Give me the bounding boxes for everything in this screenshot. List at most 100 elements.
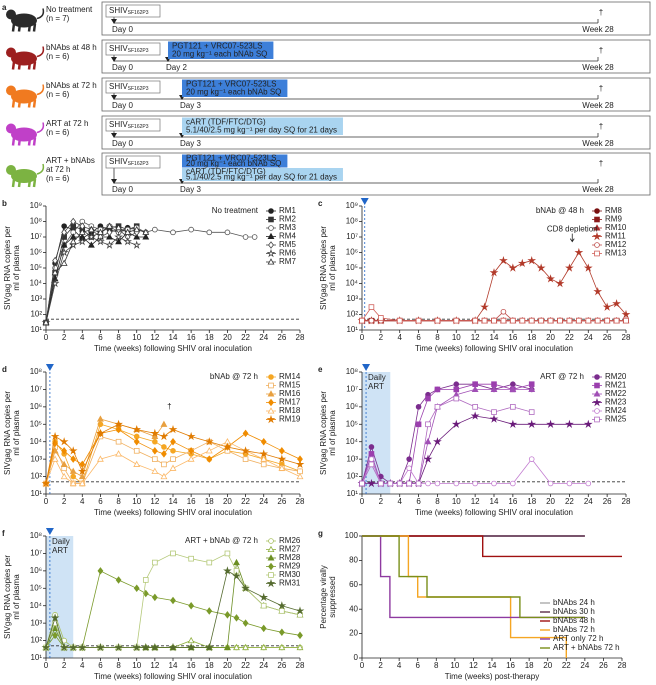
day-label: Day 3 (180, 101, 201, 110)
data-point (499, 256, 508, 265)
data-point (423, 454, 433, 463)
data-point (186, 642, 196, 652)
x-tick-label: 24 (580, 661, 589, 670)
virus-subscript: SF162P3 (128, 48, 149, 54)
data-point (368, 461, 375, 468)
legend-label: bNAbs 24 h (553, 598, 595, 607)
x-tick-label: 14 (169, 661, 178, 670)
data-point (425, 395, 431, 402)
y-tick-label: 10⁹ (30, 201, 42, 210)
data-point (259, 449, 269, 458)
virus-name: SHIV (109, 120, 128, 129)
y-tick-label: 10² (30, 472, 42, 481)
data-point (133, 448, 140, 454)
data-point (242, 429, 249, 438)
data-point (41, 642, 51, 652)
data-point (70, 473, 77, 480)
data-point (69, 237, 77, 245)
data-point (585, 317, 592, 324)
data-point (242, 643, 250, 651)
data-point (206, 229, 213, 236)
legend-marker (266, 414, 276, 424)
panel-label: b (2, 199, 7, 208)
monkey-leg (17, 61, 22, 70)
monkey-leg (17, 137, 22, 146)
monkey-leg (27, 23, 32, 32)
series-line (45, 570, 301, 648)
x-tick-label: 2 (62, 497, 67, 506)
data-point (60, 460, 68, 467)
x-tick-label: 26 (599, 661, 608, 670)
week-label: Week 28 (582, 139, 614, 148)
day-label: Day 0 (112, 139, 133, 148)
y-tick-label: 10⁶ (346, 248, 358, 257)
data-point (359, 480, 365, 487)
data-point (115, 425, 122, 434)
y-tick-label: 10¹ (30, 325, 42, 334)
dagger: † (599, 122, 603, 131)
virus-label: SHIVSF162P3 (109, 120, 149, 130)
data-point (242, 234, 249, 240)
day-label: Day 2 (166, 63, 187, 72)
shade-label: Daily (368, 373, 386, 382)
data-point (87, 225, 95, 233)
data-point (59, 642, 69, 652)
virus-name: SHIV (109, 6, 128, 15)
data-point (510, 480, 516, 487)
x-tick-label: 8 (116, 333, 121, 342)
y-tick-label: 10⁵ (346, 419, 358, 428)
data-point (142, 228, 150, 235)
legend-label: RM29 (279, 562, 301, 571)
monkey-leg (11, 99, 16, 108)
data-point (133, 460, 141, 467)
data-point (186, 431, 196, 441)
data-point (278, 464, 286, 471)
y-tick-label: 10⁸ (346, 367, 358, 376)
day-label: Day 0 (112, 101, 133, 110)
x-tick-label: 12 (150, 497, 159, 506)
data-point (233, 643, 240, 651)
treatment-marker (360, 198, 369, 205)
legend-label: RM10 (605, 223, 627, 232)
y-axis-title: SIVgag RNA copies per (319, 391, 328, 475)
y-axis-title: ml of plasma (12, 245, 21, 291)
y-axis-title: Percentage virally (319, 565, 328, 629)
legend-label: RM7 (279, 257, 296, 266)
y-tick-label: 10¹ (30, 653, 42, 662)
group-n: (n = 7) (46, 14, 70, 23)
virus-box (105, 4, 161, 18)
data-point (51, 268, 59, 276)
data-point (70, 217, 77, 226)
x-tick-label: 28 (296, 497, 305, 506)
data-point (152, 559, 158, 566)
y-axis-title: suppressed (328, 576, 337, 617)
x-tick-label: 26 (277, 497, 286, 506)
x-tick-label: 10 (450, 661, 459, 670)
data-point (77, 466, 87, 476)
data-point (260, 602, 267, 609)
data-point (604, 317, 610, 324)
legend-label: RM28 (279, 553, 301, 562)
legend-label: RM21 (605, 381, 627, 390)
data-point (471, 385, 479, 392)
group-name: at 72 h (46, 165, 70, 174)
data-point (96, 428, 105, 438)
treatment-text: PGT121 + VRC07-523LS (186, 80, 277, 89)
legend-marker (267, 545, 275, 553)
day-label: Day 0 (112, 63, 133, 72)
data-point (223, 442, 232, 451)
panel-label: d (2, 365, 7, 374)
group-name: bNAbs at 48 h (46, 43, 97, 52)
data-point (61, 228, 68, 237)
x-tick-label: 10 (452, 497, 461, 506)
treatment-text: 20 mg kg⁻¹ each bNAb SQ (172, 50, 267, 59)
series-line (45, 423, 301, 484)
data-point (142, 577, 149, 583)
data-point (415, 421, 422, 428)
inoculation-marker (111, 179, 117, 184)
x-tick-label: 16 (508, 333, 517, 342)
data-point (434, 404, 441, 410)
data-point (60, 259, 68, 266)
data-point (223, 566, 232, 575)
data-point (491, 317, 497, 324)
